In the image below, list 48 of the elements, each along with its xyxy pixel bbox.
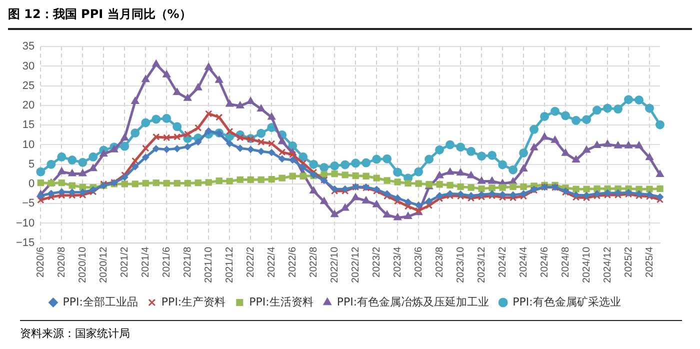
chart-title: 图 12：我国 PPI 当月同比（%） — [8, 6, 692, 30]
x-tick-label: 2024/12 — [602, 246, 614, 284]
legend-label: PPI:有色金属冶炼及压延加工业 — [336, 295, 490, 308]
x-tick-label: 2023/8 — [434, 246, 446, 278]
x-tick-label: 2024/4 — [518, 246, 530, 278]
x-tick-label: 2023/10 — [455, 246, 466, 284]
x-tick-label: 2022/8 — [308, 246, 320, 278]
x-tick-label: 2024/10 — [581, 246, 592, 284]
y-tick-label: −15 — [16, 236, 35, 249]
y-tick-label: 30 — [22, 60, 35, 72]
y-tick-label: 5 — [28, 158, 35, 170]
x-tick-label: 2024/6 — [539, 246, 550, 278]
y-tick-label: −5 — [22, 198, 35, 210]
legend-label: PPI:生产资料 — [161, 295, 226, 308]
x-tick-label: 2021/2 — [119, 246, 130, 278]
x-tick-label: 2024/8 — [560, 246, 572, 278]
x-tick-label: 2021/8 — [182, 246, 194, 278]
x-tick-label: 2023/12 — [476, 246, 488, 284]
x-tick-label: 2022/10 — [329, 246, 340, 284]
x-tick-label: 2022/2 — [245, 246, 256, 278]
x-tick-label: 2022/4 — [266, 246, 278, 278]
x-tick-label: 2021/6 — [161, 246, 172, 278]
y-tick-label: −10 — [16, 217, 35, 230]
y-tick-label: 20 — [22, 100, 35, 112]
x-tick-label: 2023/4 — [392, 246, 404, 278]
x-tick-label: 2021/12 — [224, 246, 236, 284]
legend-label: PPI:有色金属矿采选业 — [512, 295, 621, 308]
legend-label: PPI:全部工业品 — [62, 295, 138, 308]
x-tick-label: 2025/4 — [644, 246, 656, 278]
x-tick-label: 2020/10 — [77, 246, 88, 284]
x-tick-label: 2020/12 — [98, 246, 110, 284]
y-tick-label: 0 — [28, 178, 35, 190]
x-tick-label: 2023/2 — [371, 246, 382, 278]
x-tick-label: 2021/4 — [140, 246, 152, 278]
x-tick-label: 2023/6 — [413, 246, 424, 278]
y-tick-label: 25 — [22, 80, 35, 92]
x-tick-label: 2025/2 — [623, 246, 634, 278]
x-tick-label: 2021/10 — [203, 246, 214, 284]
y-tick-label: 10 — [22, 138, 35, 151]
text: 资料来源：国家统计局 — [20, 320, 682, 341]
y-tick-label: 15 — [22, 119, 35, 132]
x-tick-label: 2020/8 — [56, 246, 68, 278]
legend-label: PPI:生活资料 — [249, 295, 314, 308]
x-tick-label: 2022/12 — [350, 246, 362, 284]
x-tick-label: 2020/6 — [35, 246, 46, 278]
x-tick-label: 2024/2 — [497, 246, 508, 278]
x-tick-label: 2022/6 — [287, 246, 298, 278]
y-tick-label: 35 — [22, 40, 35, 53]
